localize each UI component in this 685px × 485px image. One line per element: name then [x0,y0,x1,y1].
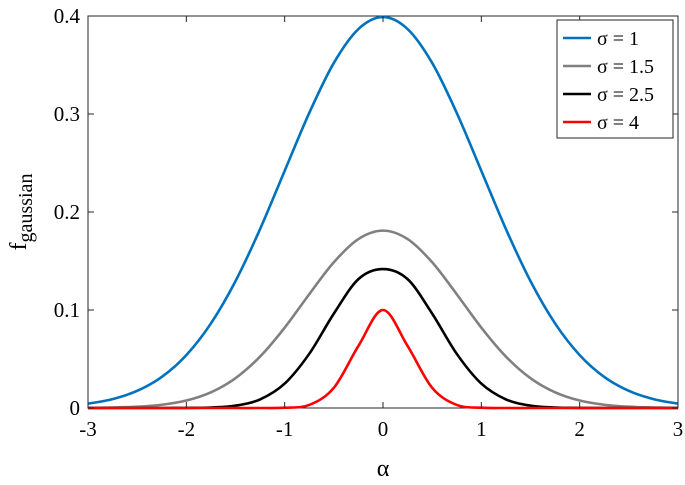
x-tick-label: -3 [79,417,97,441]
y-tick-label: 0.4 [54,4,81,28]
y-tick-label: 0.1 [54,298,80,322]
y-axis-label-subscript: gaussian [15,174,37,243]
x-tick-label: 3 [673,417,684,441]
legend-box [556,19,674,139]
legend-label: σ = 1.5 [597,56,654,78]
x-tick-label: 2 [574,417,585,441]
x-tick-label: -1 [276,417,294,441]
series-line-2 [87,229,679,410]
x-axis-ticks: -3 -2 -1 0 1 2 3 [79,16,683,441]
y-tick-label: 0.2 [54,200,80,224]
x-axis-label: α [377,456,390,482]
legend-label: σ = 2.5 [597,84,654,106]
y-axis-label-main: f [6,242,32,250]
x-tick-label: 1 [476,417,487,441]
y-tick-label: 0.3 [54,102,80,126]
legend-label: σ = 1 [597,28,639,50]
y-tick-label: 0 [70,396,81,420]
x-tick-label: 0 [378,417,389,441]
x-tick-label: -2 [178,417,196,441]
y-axis-ticks: 0 0.1 0.2 0.3 0.4 [54,4,678,420]
legend: σ = 1 σ = 1.5 σ = 2.5 σ = 4 [556,19,674,139]
legend-label: σ = 4 [597,112,639,134]
y-axis-label: fgaussian [6,174,37,251]
